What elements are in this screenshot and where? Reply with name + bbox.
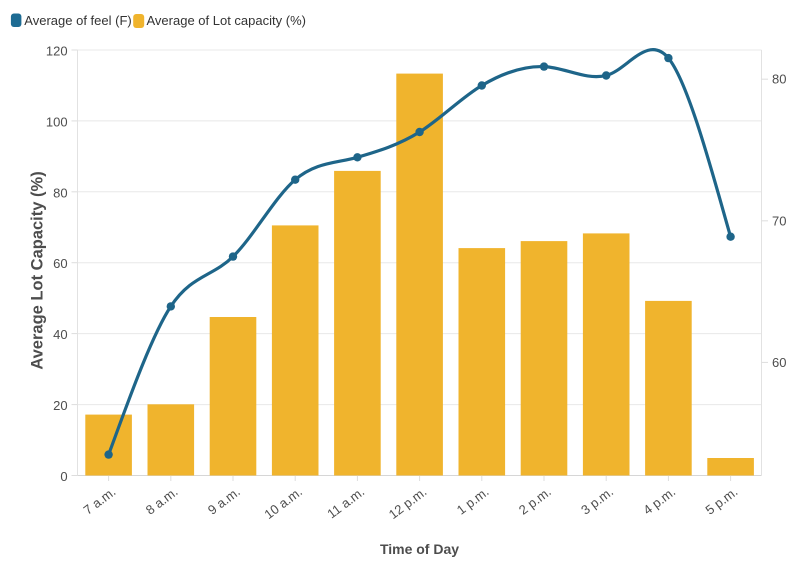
svg-text:80: 80 — [772, 72, 786, 87]
svg-text:40: 40 — [53, 327, 67, 342]
svg-text:100: 100 — [46, 114, 68, 129]
svg-text:Average Lot Capacity (%): Average Lot Capacity (%) — [29, 171, 47, 369]
svg-text:60: 60 — [53, 256, 67, 271]
svg-text:80: 80 — [53, 185, 67, 200]
svg-text:Average of feel (F): Average of feel (F) — [24, 13, 131, 28]
svg-text:Time of Day: Time of Day — [380, 541, 459, 557]
svg-text:70: 70 — [772, 213, 786, 228]
svg-text:120: 120 — [46, 44, 68, 59]
svg-text:20: 20 — [53, 398, 67, 413]
svg-text:60: 60 — [772, 355, 786, 370]
svg-text:Average of Lot capacity (%): Average of Lot capacity (%) — [147, 13, 306, 28]
svg-text:0: 0 — [60, 469, 67, 484]
